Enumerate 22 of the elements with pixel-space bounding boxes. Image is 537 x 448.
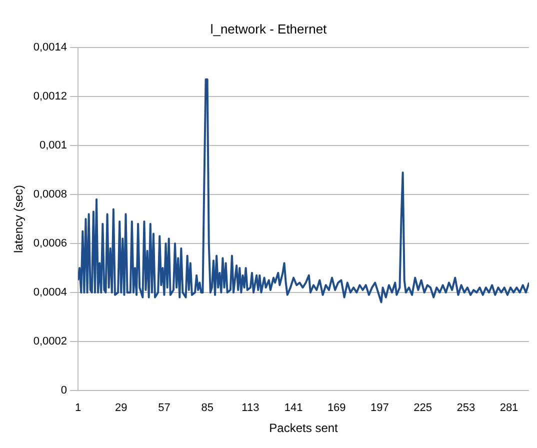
x-tick-label: 253	[456, 402, 476, 414]
x-tick-label: 29	[115, 402, 128, 414]
y-axis-title: latency (sec)	[12, 184, 26, 254]
x-tick-label: 1	[74, 402, 82, 414]
x-tick-label: 85	[201, 402, 214, 414]
y-tick-label: 0,0006	[33, 238, 68, 250]
x-tick-label: 281	[500, 402, 518, 414]
y-tick-label: 0,0014	[33, 42, 68, 54]
y-tick-label: 0,0008	[33, 188, 68, 201]
y-tick-label: 0,0002	[33, 335, 68, 348]
chart-title: l_network - Ethernet	[210, 21, 328, 36]
x-axis-title: Packets sent	[269, 421, 339, 436]
x-tick-label: 113	[242, 402, 260, 414]
y-tick-label: 0,0004	[33, 286, 68, 298]
x-tick-label: 225	[414, 402, 432, 414]
x-tick-label: 141	[284, 402, 303, 414]
y-tick-label: 0,0012	[33, 90, 68, 103]
y-tick-label: 0	[60, 384, 68, 396]
y-tick-label: 0,001	[40, 140, 68, 152]
x-tick-label: 57	[158, 402, 170, 414]
x-tick-label: 197	[370, 402, 389, 414]
x-tick-label: 169	[327, 402, 346, 414]
